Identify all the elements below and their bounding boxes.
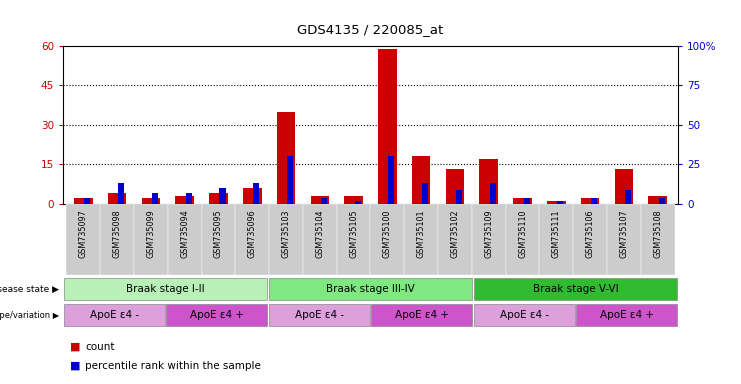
Text: ApoE ε4 -: ApoE ε4 - bbox=[90, 310, 139, 320]
Bar bbox=[67, 204, 100, 275]
Bar bbox=[74, 198, 93, 204]
Bar bbox=[142, 198, 160, 204]
Bar bbox=[243, 188, 262, 204]
Bar bbox=[659, 198, 665, 204]
Text: Braak stage I-II: Braak stage I-II bbox=[126, 284, 205, 294]
Text: GSM735097: GSM735097 bbox=[79, 209, 87, 258]
Bar bbox=[625, 190, 631, 204]
Bar bbox=[472, 204, 505, 275]
Bar bbox=[607, 204, 641, 275]
Bar bbox=[336, 204, 370, 275]
Text: GSM735111: GSM735111 bbox=[552, 209, 561, 258]
Text: ApoE ε4 -: ApoE ε4 - bbox=[499, 310, 549, 320]
Text: GSM735100: GSM735100 bbox=[383, 209, 392, 258]
Bar bbox=[219, 188, 225, 204]
Bar bbox=[473, 304, 575, 326]
Text: GSM735105: GSM735105 bbox=[349, 209, 358, 258]
Text: GDS4135 / 220085_at: GDS4135 / 220085_at bbox=[297, 23, 444, 36]
Bar bbox=[388, 156, 394, 204]
Bar bbox=[405, 204, 438, 275]
Text: count: count bbox=[85, 342, 115, 352]
Bar bbox=[209, 193, 227, 204]
Text: GSM735109: GSM735109 bbox=[485, 209, 494, 258]
Text: GSM735098: GSM735098 bbox=[113, 209, 122, 258]
Bar bbox=[166, 304, 268, 326]
Text: Braak stage V-VI: Braak stage V-VI bbox=[533, 284, 618, 294]
Bar bbox=[167, 204, 202, 275]
Text: genotype/variation ▶: genotype/variation ▶ bbox=[0, 311, 59, 319]
Bar bbox=[576, 304, 677, 326]
Text: GSM735096: GSM735096 bbox=[247, 209, 256, 258]
Text: ApoE ε4 +: ApoE ε4 + bbox=[395, 310, 449, 320]
Bar bbox=[524, 198, 530, 204]
Bar bbox=[176, 196, 194, 204]
Text: GSM735107: GSM735107 bbox=[619, 209, 628, 258]
Text: ■: ■ bbox=[70, 361, 81, 371]
Text: GSM735095: GSM735095 bbox=[214, 209, 223, 258]
Bar bbox=[186, 193, 192, 204]
Bar bbox=[355, 201, 361, 204]
Bar bbox=[371, 304, 472, 326]
Bar bbox=[269, 278, 472, 300]
Text: ApoE ε4 -: ApoE ε4 - bbox=[295, 310, 344, 320]
Text: disease state ▶: disease state ▶ bbox=[0, 285, 59, 293]
Bar bbox=[614, 169, 634, 204]
Bar bbox=[591, 198, 597, 204]
Text: GSM735108: GSM735108 bbox=[654, 209, 662, 258]
Text: GSM735101: GSM735101 bbox=[416, 209, 425, 258]
Bar bbox=[202, 204, 236, 275]
Text: ■: ■ bbox=[70, 342, 81, 352]
Bar bbox=[445, 169, 465, 204]
Text: ApoE ε4 +: ApoE ε4 + bbox=[599, 310, 654, 320]
Text: ApoE ε4 +: ApoE ε4 + bbox=[190, 310, 244, 320]
Bar bbox=[287, 156, 293, 204]
Bar bbox=[236, 204, 269, 275]
Bar bbox=[152, 193, 158, 204]
Bar bbox=[473, 278, 677, 300]
Bar bbox=[505, 204, 539, 275]
Bar bbox=[276, 112, 296, 204]
Bar bbox=[100, 204, 134, 275]
Text: GSM735103: GSM735103 bbox=[282, 209, 290, 258]
Text: Braak stage III-IV: Braak stage III-IV bbox=[326, 284, 415, 294]
Bar bbox=[303, 204, 336, 275]
Text: GSM735094: GSM735094 bbox=[180, 209, 189, 258]
Bar bbox=[134, 204, 167, 275]
Text: GSM735104: GSM735104 bbox=[316, 209, 325, 258]
Bar bbox=[269, 204, 303, 275]
Bar bbox=[641, 204, 674, 275]
Bar bbox=[370, 204, 405, 275]
Bar bbox=[310, 196, 329, 204]
Bar bbox=[412, 156, 431, 204]
Bar bbox=[422, 182, 428, 204]
Text: GSM735110: GSM735110 bbox=[518, 209, 527, 258]
Bar bbox=[514, 198, 532, 204]
Bar bbox=[557, 201, 563, 204]
Bar bbox=[547, 201, 565, 204]
Bar bbox=[345, 196, 363, 204]
Bar bbox=[539, 204, 574, 275]
Bar bbox=[648, 196, 667, 204]
Bar bbox=[438, 204, 472, 275]
Bar bbox=[490, 182, 496, 204]
Text: GSM735099: GSM735099 bbox=[146, 209, 156, 258]
Bar bbox=[378, 49, 396, 204]
Bar bbox=[84, 198, 90, 204]
Bar bbox=[64, 278, 268, 300]
Bar bbox=[64, 304, 165, 326]
Bar bbox=[479, 159, 498, 204]
Text: percentile rank within the sample: percentile rank within the sample bbox=[85, 361, 261, 371]
Bar bbox=[574, 204, 607, 275]
Bar bbox=[456, 190, 462, 204]
Bar bbox=[253, 182, 259, 204]
Bar bbox=[107, 193, 127, 204]
Bar bbox=[321, 198, 327, 204]
Bar bbox=[581, 198, 599, 204]
Text: GSM735106: GSM735106 bbox=[585, 209, 595, 258]
Bar bbox=[118, 182, 124, 204]
Bar bbox=[269, 304, 370, 326]
Text: GSM735102: GSM735102 bbox=[451, 209, 459, 258]
